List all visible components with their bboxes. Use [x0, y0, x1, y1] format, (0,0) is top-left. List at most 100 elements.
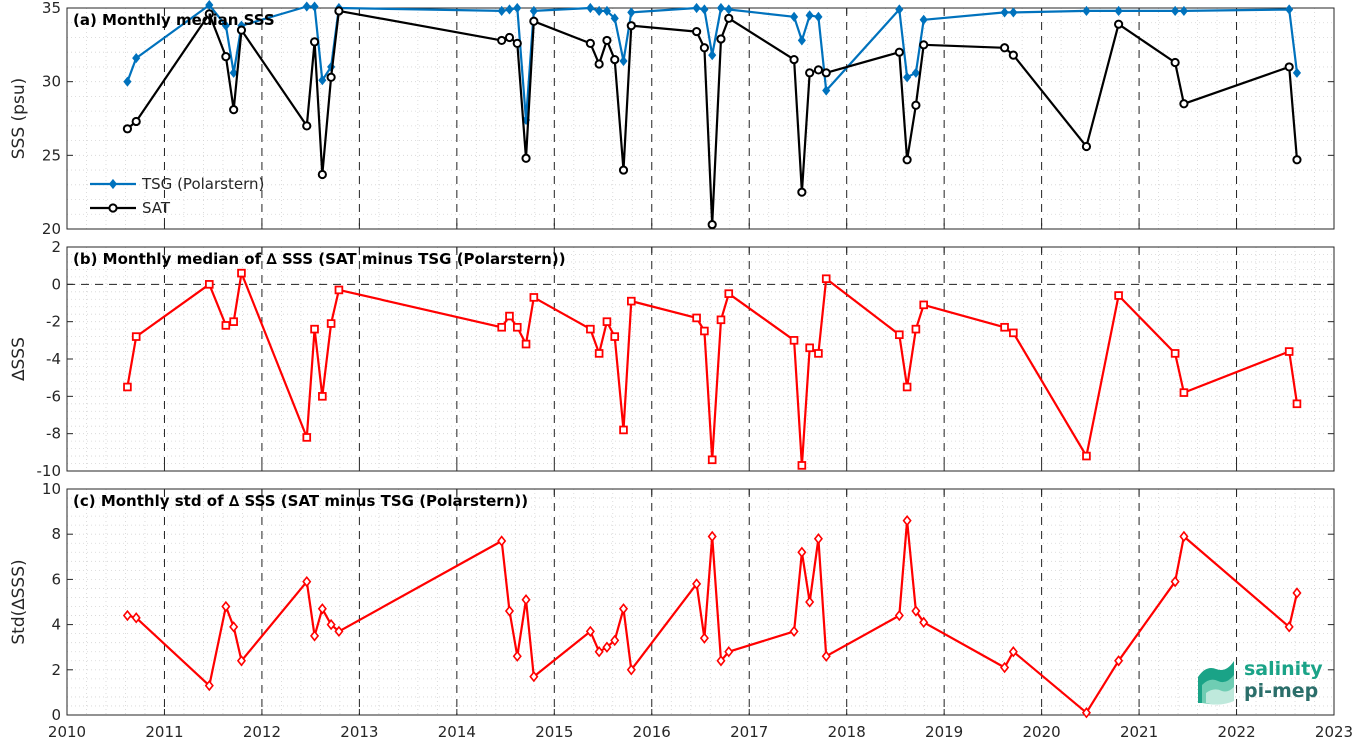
data-point [895, 4, 904, 15]
series-line [126, 9, 1299, 226]
panel-a: 20 25 30 35 SSS (psu) (a) Monthly median SSS T… [9, 0, 1335, 238]
data-point [919, 14, 928, 25]
data-point [1000, 322, 1009, 332]
grid [67, 489, 1334, 715]
logo-line1: salinity [1244, 658, 1323, 680]
legend: TSG (Polarstern) SAT [90, 175, 264, 217]
data-point [724, 289, 734, 298]
data-point [221, 52, 231, 62]
data-point [1170, 349, 1180, 358]
data-point [529, 670, 539, 683]
data-point [529, 5, 538, 17]
data-point [512, 650, 522, 662]
data-point [594, 349, 604, 358]
data-point [627, 7, 636, 18]
data-point [919, 40, 929, 50]
data-point [1000, 7, 1009, 18]
x-tick-label: 2019 [925, 723, 963, 741]
data-point [700, 4, 709, 15]
x-tick-label: 2023 [1315, 723, 1353, 741]
data-point [610, 54, 620, 65]
data-point [326, 618, 336, 631]
grid [67, 247, 1334, 471]
legend-marker [108, 178, 118, 190]
data-point [1179, 5, 1188, 17]
data-point [229, 67, 238, 78]
panel-title: (a) Monthly median SSS [73, 11, 275, 29]
y-axis-label: SSS (psu) [9, 78, 29, 159]
data-point [707, 530, 717, 543]
data-point [1284, 62, 1294, 72]
data-point [805, 68, 815, 78]
data-point [716, 34, 726, 44]
data-point [131, 332, 141, 341]
data-point [707, 455, 717, 465]
data-point [229, 317, 238, 326]
data-point [626, 664, 636, 676]
data-point [302, 121, 312, 131]
data-point [1292, 67, 1302, 78]
data-point [619, 55, 628, 67]
data-point [716, 2, 726, 14]
data-point [894, 609, 904, 622]
data-point [821, 274, 831, 284]
data-point [334, 6, 344, 16]
data-point [919, 300, 928, 310]
data-point [512, 38, 522, 48]
data-point [229, 105, 239, 115]
data-point [221, 20, 230, 31]
x-tick-label: 2017 [730, 723, 768, 741]
legend-label: SAT [142, 199, 171, 217]
data-point [894, 47, 904, 57]
x-tick-label: 2022 [1217, 723, 1255, 741]
data-point [805, 10, 814, 21]
y-tick-label: 2 [51, 661, 61, 679]
data-point [805, 343, 814, 353]
data-point [205, 0, 214, 11]
data-point [326, 319, 336, 328]
data-point [919, 616, 929, 629]
data-point [813, 533, 823, 545]
data-point [318, 392, 327, 401]
data-point [497, 322, 506, 332]
data-point [821, 650, 831, 662]
data-point [521, 153, 531, 163]
y-tick-label: 20 [42, 220, 61, 238]
axes-box [66, 488, 1335, 716]
data-point [204, 9, 214, 19]
data-point [122, 609, 132, 622]
y-tick-label: 25 [42, 146, 61, 164]
data-point [204, 679, 214, 692]
series-1 [123, 268, 1302, 470]
data-point [789, 11, 799, 22]
data-point [1114, 5, 1123, 17]
data-point [1292, 399, 1302, 409]
data-point [1114, 655, 1124, 667]
data-point [619, 425, 628, 435]
data-point [699, 43, 709, 53]
x-tick-label: 2020 [1023, 723, 1061, 741]
y-tick-label: 4 [51, 616, 61, 634]
data-point [692, 2, 701, 14]
data-point [1170, 57, 1180, 68]
data-point [805, 596, 815, 608]
data-point [602, 35, 612, 46]
data-point [595, 5, 604, 17]
x-tick-label: 2021 [1120, 723, 1158, 741]
data-point [699, 632, 709, 644]
data-point [1000, 661, 1010, 674]
data-point [204, 280, 214, 289]
data-point [902, 514, 912, 527]
data-point [797, 187, 807, 197]
data-point [797, 461, 807, 470]
data-point [610, 332, 620, 341]
y-axis-label: ∆SSS [9, 337, 29, 382]
data-point [586, 2, 595, 14]
data-point [1292, 155, 1302, 165]
data-point [236, 25, 247, 35]
data-point [1284, 621, 1294, 633]
data-point [504, 605, 515, 617]
y-tick-label: 0 [51, 275, 61, 293]
data-point [302, 575, 312, 588]
data-point [310, 1, 319, 12]
